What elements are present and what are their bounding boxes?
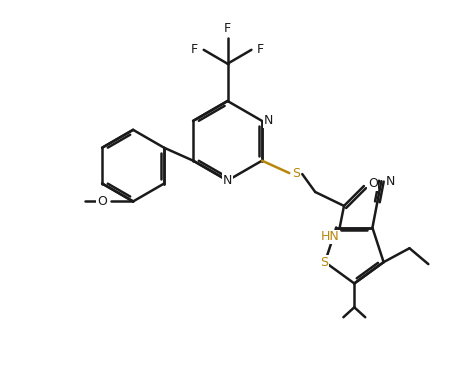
Text: F: F	[257, 43, 264, 56]
Text: N: N	[264, 114, 273, 127]
Text: N: N	[386, 175, 395, 188]
Text: O: O	[97, 195, 107, 208]
Text: F: F	[224, 23, 231, 35]
Text: S: S	[320, 256, 328, 268]
Text: O: O	[368, 177, 378, 190]
Text: S: S	[292, 167, 300, 180]
Text: F: F	[191, 43, 199, 56]
Text: N: N	[223, 174, 232, 187]
Text: HN: HN	[321, 230, 340, 243]
